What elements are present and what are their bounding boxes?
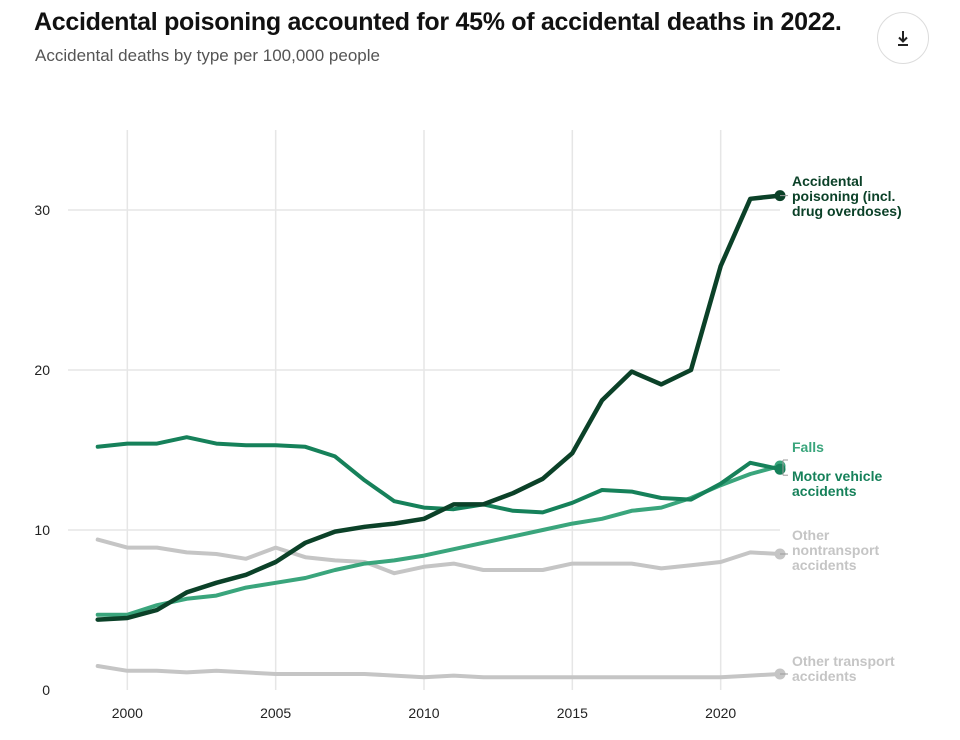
series-label-line: Accidental [792, 173, 863, 189]
series-label-line: accidents [792, 668, 857, 684]
series-line-2 [95, 435, 782, 515]
x-tick-label: 2000 [112, 705, 143, 721]
y-tick-label: 30 [34, 202, 50, 218]
axes: 2000 2005 2010 2015 2020 0 10 20 30 [34, 202, 736, 721]
series-label-line: Falls [792, 439, 824, 455]
x-tick-label: 2015 [557, 705, 588, 721]
y-tick-label: 10 [34, 522, 50, 538]
y-tick-label: 0 [42, 682, 50, 698]
x-tick-label: 2020 [705, 705, 736, 721]
series-label-line: accidents [792, 557, 857, 573]
series-line-0 [95, 193, 783, 622]
x-tick-label: 2005 [260, 705, 291, 721]
series-label-line: Motor vehicle [792, 468, 882, 484]
x-tick-label: 2010 [408, 705, 439, 721]
chart-title: Accidental poisoning accounted for 45% o… [34, 8, 842, 36]
series-line-1 [95, 464, 782, 617]
series-label-line: Other transport [792, 653, 895, 669]
series-label-line: nontransport [792, 542, 879, 558]
chart-subtitle: Accidental deaths by type per 100,000 pe… [35, 46, 380, 65]
series-label-line: poisoning (incl. [792, 188, 895, 204]
series-label-line: Other [792, 527, 830, 543]
series-label-1: Falls [792, 439, 824, 455]
series [95, 190, 786, 680]
series-end-point-2 [774, 463, 786, 475]
y-tick-label: 20 [34, 362, 50, 378]
download-icon [898, 31, 908, 46]
series-label-line: accidents [792, 483, 857, 499]
grid [68, 130, 780, 690]
series-line-3 [95, 537, 782, 576]
series-label-line: drug overdoses) [792, 203, 902, 219]
download-button[interactable] [877, 12, 929, 64]
series-line-4 [95, 664, 782, 680]
